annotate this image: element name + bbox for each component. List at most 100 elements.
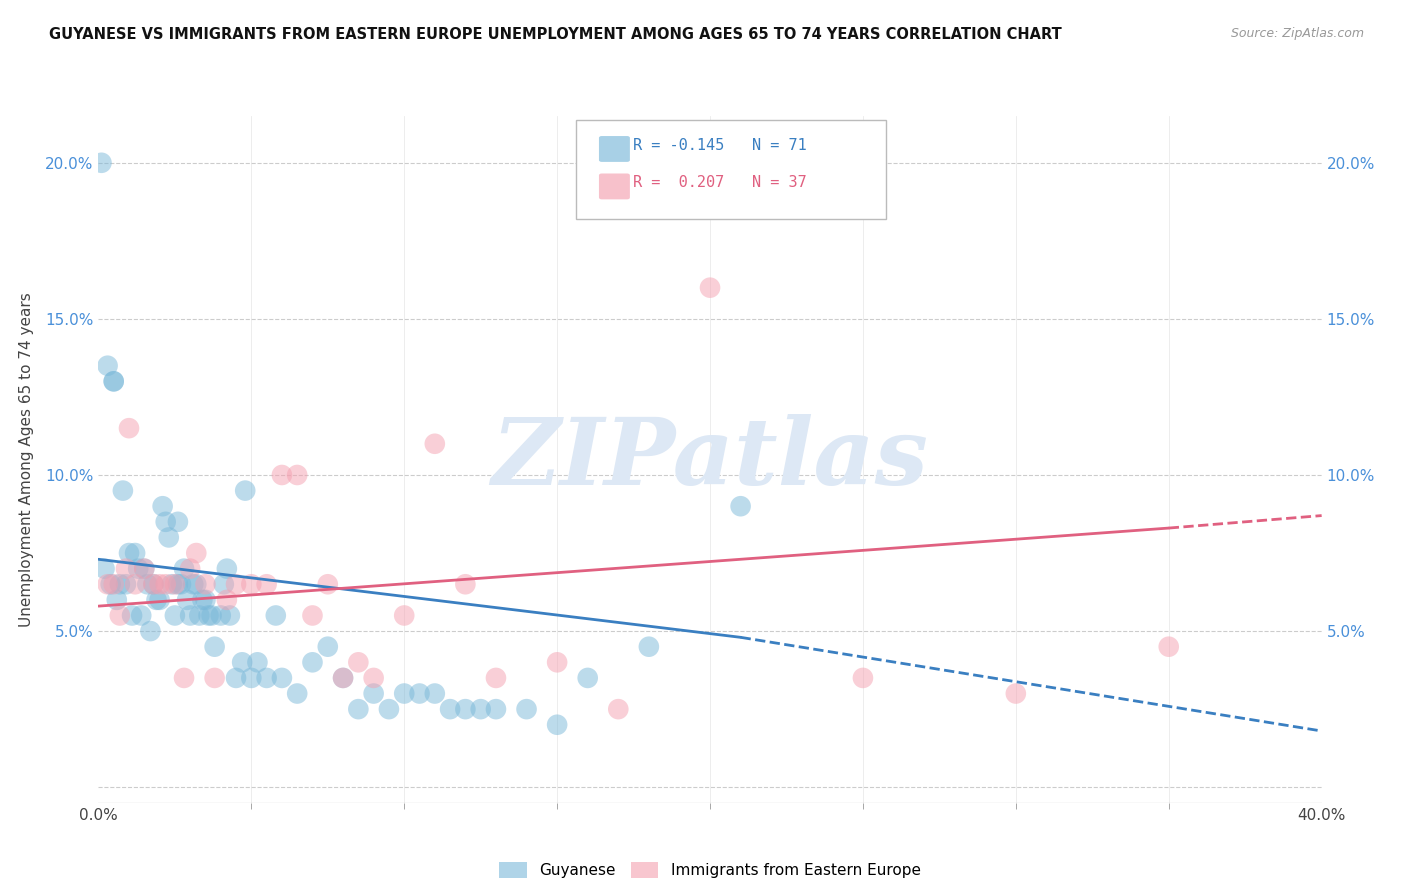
Point: [240, 671, 263, 685]
Point: [155, 515, 177, 529]
Point: [100, 577, 122, 591]
Point: [316, 640, 339, 654]
Point: [179, 608, 201, 623]
Point: [408, 687, 430, 701]
Point: [136, 577, 159, 591]
Point: [191, 592, 214, 607]
Point: [264, 608, 287, 623]
Point: [730, 500, 752, 514]
Point: [145, 592, 167, 607]
Point: [256, 577, 278, 591]
Point: [699, 281, 721, 295]
Point: [454, 702, 477, 716]
Point: [134, 562, 156, 576]
Point: [194, 592, 217, 607]
Point: [215, 592, 238, 607]
Point: [152, 500, 174, 514]
Point: [173, 562, 195, 576]
Point: [423, 437, 446, 451]
Point: [852, 671, 875, 685]
Point: [115, 562, 138, 576]
Point: [160, 577, 183, 591]
Point: [246, 655, 269, 669]
Point: [139, 624, 162, 639]
Point: [576, 671, 599, 685]
Point: [108, 577, 131, 591]
Point: [485, 702, 508, 716]
Point: [194, 577, 217, 591]
Point: [173, 671, 195, 685]
Point: [129, 608, 152, 623]
Point: [301, 608, 323, 623]
Point: [97, 359, 120, 373]
Point: [204, 640, 226, 654]
Text: R = -0.145: R = -0.145: [633, 138, 724, 153]
Point: [149, 592, 172, 607]
Point: [607, 702, 630, 716]
Point: [118, 421, 141, 435]
Point: [142, 577, 165, 591]
Point: [439, 702, 461, 716]
Point: [231, 655, 253, 669]
Point: [179, 562, 201, 576]
Point: [93, 562, 115, 576]
Point: [186, 577, 208, 591]
Point: [332, 671, 354, 685]
Point: [188, 608, 211, 623]
Point: [124, 546, 146, 560]
Point: [285, 467, 308, 482]
Point: [186, 546, 208, 560]
Point: [270, 671, 292, 685]
Point: [118, 546, 141, 560]
Text: R =  0.207: R = 0.207: [633, 176, 724, 190]
Point: [204, 671, 226, 685]
Point: [392, 687, 416, 701]
Y-axis label: Unemployment Among Ages 65 to 74 years: Unemployment Among Ages 65 to 74 years: [20, 292, 34, 627]
Point: [103, 375, 125, 389]
Point: [170, 577, 193, 591]
Text: ZIPatlas: ZIPatlas: [492, 415, 928, 504]
Point: [105, 592, 128, 607]
Point: [363, 687, 385, 701]
Point: [115, 577, 138, 591]
Point: [392, 608, 416, 623]
Point: [637, 640, 661, 654]
Point: [546, 655, 568, 669]
Point: [316, 577, 339, 591]
Point: [176, 592, 198, 607]
Point: [233, 483, 256, 498]
Point: [256, 671, 278, 685]
Point: [485, 671, 508, 685]
Point: [546, 717, 568, 731]
Point: [378, 702, 401, 716]
Point: [225, 671, 247, 685]
Point: [347, 702, 370, 716]
Point: [240, 577, 263, 591]
Point: [90, 155, 112, 169]
Point: [212, 577, 235, 591]
Point: [149, 577, 172, 591]
Point: [454, 577, 477, 591]
Text: GUYANESE VS IMMIGRANTS FROM EASTERN EUROPE UNEMPLOYMENT AMONG AGES 65 TO 74 YEAR: GUYANESE VS IMMIGRANTS FROM EASTERN EURO…: [49, 27, 1062, 42]
Point: [516, 702, 538, 716]
Point: [1004, 687, 1026, 701]
Point: [423, 687, 446, 701]
Point: [1157, 640, 1180, 654]
Point: [167, 515, 190, 529]
Point: [285, 687, 308, 701]
Text: N = 37: N = 37: [752, 176, 807, 190]
Point: [163, 577, 186, 591]
Point: [121, 608, 143, 623]
Point: [197, 608, 219, 623]
Point: [124, 577, 146, 591]
Text: Source: ZipAtlas.com: Source: ZipAtlas.com: [1230, 27, 1364, 40]
Point: [181, 577, 204, 591]
Point: [209, 608, 232, 623]
Point: [332, 671, 354, 685]
Point: [225, 577, 247, 591]
Point: [200, 608, 222, 623]
Point: [103, 577, 125, 591]
Point: [270, 467, 292, 482]
Point: [103, 375, 125, 389]
Point: [108, 608, 131, 623]
